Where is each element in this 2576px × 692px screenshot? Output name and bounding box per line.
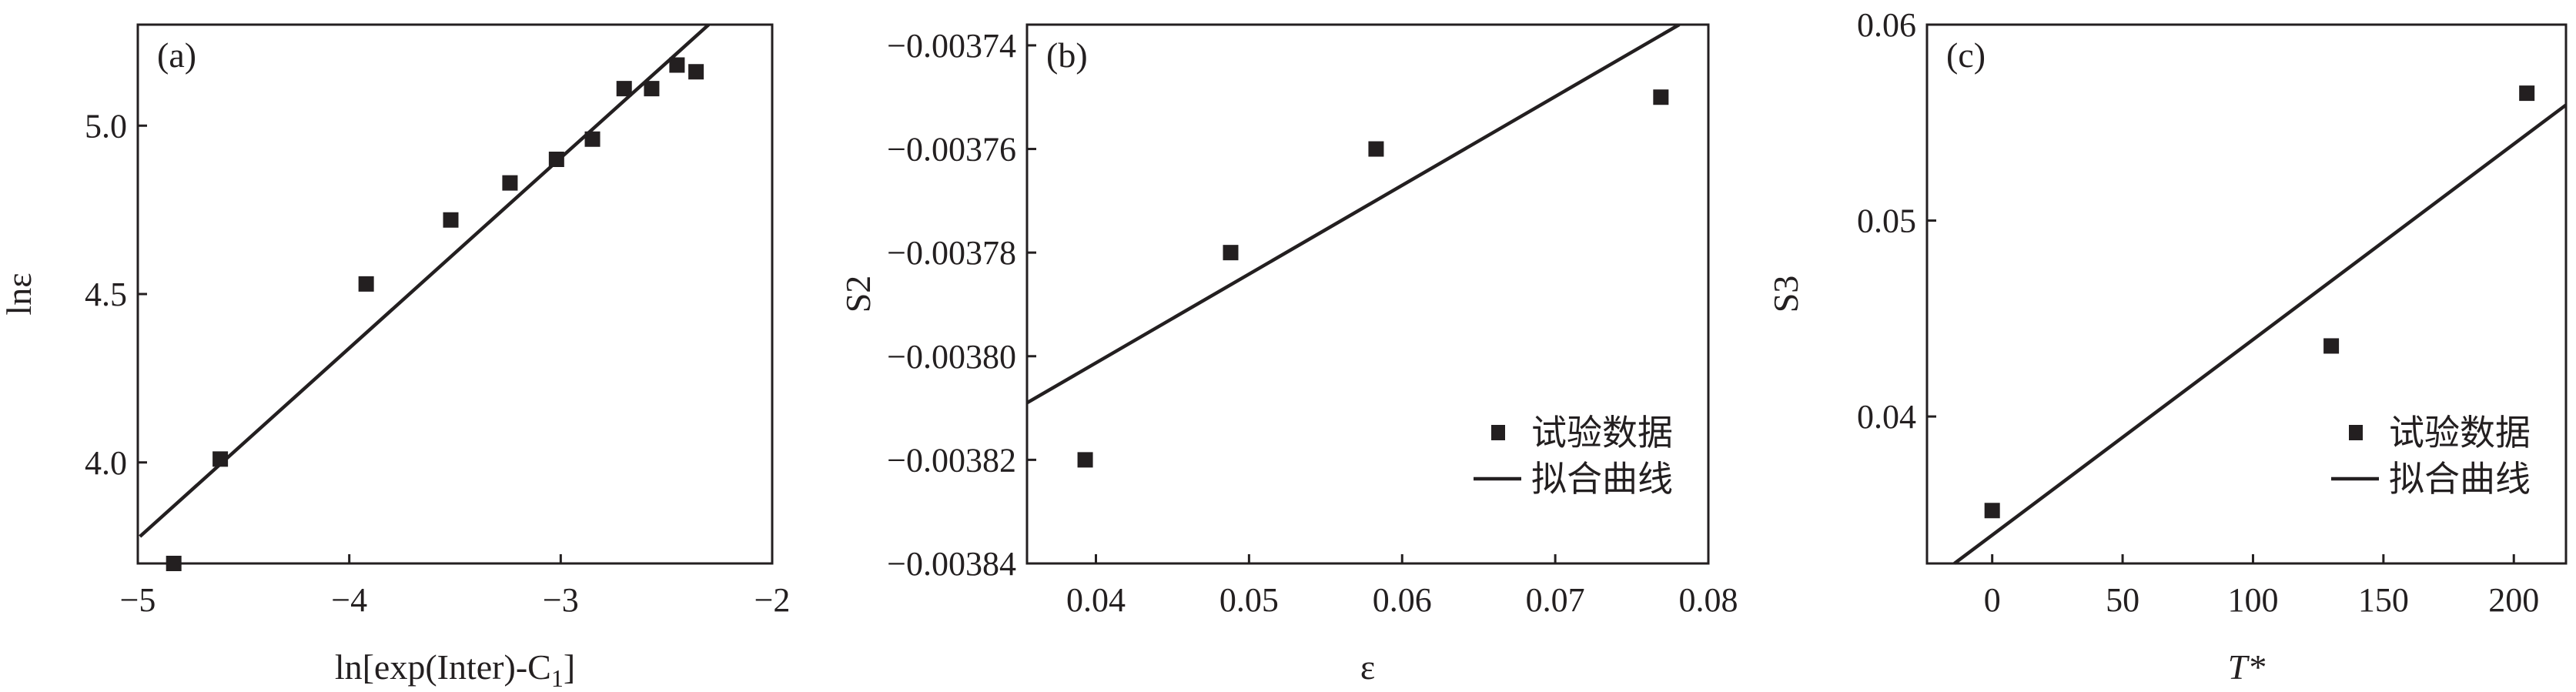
y-tick-label: −0.00378 bbox=[887, 234, 1016, 272]
x-axis-label: ln[exp(Inter)-C1] bbox=[335, 647, 575, 692]
x-axis-label-end: ] bbox=[564, 647, 575, 687]
legend-label: 试验数据 bbox=[2389, 413, 2531, 453]
y-axis-label: lnε bbox=[0, 272, 38, 315]
plot-frame bbox=[1925, 23, 2568, 565]
legend-label: 拟合曲线 bbox=[2389, 460, 2531, 499]
x-tick-label: 0.05 bbox=[1219, 581, 1279, 619]
legend-marker bbox=[2349, 425, 2363, 440]
data-point bbox=[1984, 503, 2000, 519]
x-tick-label: −4 bbox=[331, 581, 367, 619]
legend-label: 试验数据 bbox=[1531, 413, 1673, 453]
y-tick-label: 0.06 bbox=[1857, 6, 1916, 44]
data-point bbox=[502, 175, 518, 191]
x-axis-label-subscript: 1 bbox=[551, 664, 564, 692]
x-axis-label-main: ln[exp(Inter)-C bbox=[335, 647, 551, 687]
x-axis-label: ε bbox=[1360, 647, 1375, 687]
data-point bbox=[2323, 338, 2340, 354]
y-tick-label: −0.00374 bbox=[887, 27, 1016, 65]
data-point bbox=[616, 81, 632, 97]
data-point bbox=[358, 276, 374, 292]
plot-frame bbox=[1025, 23, 1710, 565]
y-tick-label: −0.00384 bbox=[887, 545, 1016, 583]
data-point bbox=[688, 64, 704, 80]
y-tick-label: 0.04 bbox=[1857, 398, 1916, 436]
x-tick-label: 150 bbox=[2358, 581, 2409, 619]
fit-line bbox=[139, 25, 711, 538]
data-point bbox=[443, 212, 459, 228]
data-point bbox=[644, 81, 660, 97]
y-tick-label: −0.00382 bbox=[887, 441, 1016, 479]
x-tick-label: −5 bbox=[120, 581, 156, 619]
data-point bbox=[669, 57, 685, 73]
y-tick-label: −0.00380 bbox=[887, 338, 1016, 376]
x-tick-label: −2 bbox=[754, 581, 791, 619]
x-tick-label: 50 bbox=[2106, 581, 2139, 619]
y-axis-label: S2 bbox=[838, 276, 878, 313]
x-tick-label: 0.04 bbox=[1066, 581, 1126, 619]
y-axis-label: S3 bbox=[1766, 276, 1805, 313]
panel-label: (a) bbox=[157, 35, 196, 75]
data-point bbox=[166, 556, 182, 571]
y-tick-label: 5.0 bbox=[85, 107, 127, 145]
panel-label: (c) bbox=[1946, 35, 1986, 75]
y-tick-label: 4.0 bbox=[85, 444, 127, 482]
x-tick-label: 100 bbox=[2227, 581, 2278, 619]
plot-frame bbox=[136, 23, 774, 565]
y-tick-label: 4.5 bbox=[85, 276, 127, 313]
panel-label: (b) bbox=[1046, 35, 1088, 75]
legend-label: 拟合曲线 bbox=[1531, 460, 1673, 499]
data-point bbox=[2519, 85, 2535, 102]
y-tick-label: −0.00376 bbox=[887, 131, 1016, 169]
x-tick-label: 0.08 bbox=[1679, 581, 1738, 619]
x-tick-label: −3 bbox=[543, 581, 579, 619]
data-point bbox=[1653, 89, 1669, 105]
y-tick-label: 0.05 bbox=[1857, 202, 1916, 240]
x-tick-label: 0.07 bbox=[1526, 581, 1585, 619]
fit-line bbox=[1027, 25, 1681, 405]
data-point bbox=[1223, 245, 1239, 261]
data-point bbox=[1368, 141, 1384, 157]
fit-line bbox=[1953, 103, 2566, 565]
x-axis-label: T* bbox=[2228, 647, 2266, 687]
data-point bbox=[584, 131, 601, 147]
data-point bbox=[1077, 452, 1093, 468]
x-tick-label: 0 bbox=[1984, 581, 2001, 619]
x-tick-label: 200 bbox=[2488, 581, 2539, 619]
x-tick-label: 0.06 bbox=[1373, 581, 1432, 619]
legend-marker bbox=[1491, 425, 1505, 440]
